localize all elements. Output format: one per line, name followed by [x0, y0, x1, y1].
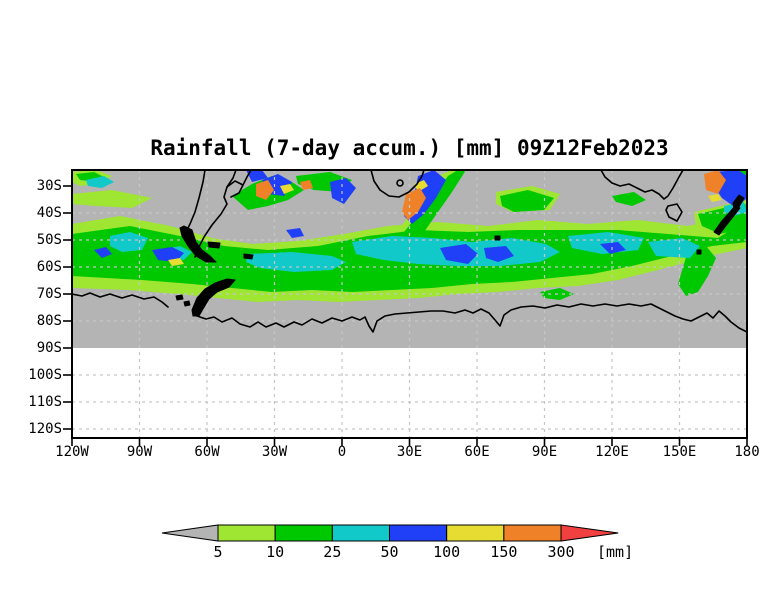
lon-label-60W: 60W: [194, 444, 220, 460]
rain-patch-yellow: [280, 184, 294, 194]
rain-patch-yellowgreen: [72, 190, 152, 208]
axis-ticks-layer: [63, 185, 748, 446]
landmass-south-georgia: [243, 253, 254, 260]
rain-patch-green: [612, 192, 646, 206]
coastline-south-africa-coast: [370, 170, 425, 198]
colorbar: [161, 524, 619, 542]
landmass-peninsula-island-2: [183, 300, 191, 307]
rain-patch-green: [678, 246, 716, 296]
plot-frame: [71, 169, 748, 439]
colorbar-left-arrow: [161, 524, 219, 542]
colorbar-segment-yellowgreen: [217, 524, 276, 542]
coastline-antarctica-coast-main: [196, 303, 747, 333]
colorbar-level-100: 100: [433, 543, 461, 561]
coastline-tasmania: [665, 203, 683, 222]
lat-label-110S: 110S: [28, 394, 62, 410]
colorbar-level-50: 50: [380, 543, 399, 561]
lon-label-60E: 60E: [464, 444, 490, 460]
colorbar-unit-label: [mm]: [597, 543, 634, 561]
rain-patch-cyan: [110, 232, 148, 252]
coastlines-layer: [72, 170, 747, 333]
chart-title: Rainfall (7-day accum.) [mm] 09Z12Feb202…: [150, 136, 669, 160]
colorbar-segment-cyan: [331, 524, 391, 542]
colorbar-right-arrow: [560, 524, 619, 542]
colorbar-level-5: 5: [213, 543, 223, 561]
coastline-australia-coast: [600, 170, 684, 200]
coastline-south-america-border-2: [242, 170, 252, 186]
lat-label-80S: 80S: [36, 313, 62, 329]
rain-patch-orange: [256, 180, 274, 200]
lon-label-0: 0: [337, 444, 347, 460]
rain-patch-cyan: [648, 238, 700, 258]
lon-label-30E: 30E: [396, 444, 423, 460]
lat-label-120S: 120S: [28, 421, 62, 437]
lon-label-90W: 90W: [126, 444, 153, 460]
rain-patch-blue: [330, 178, 356, 204]
lat-label-70S: 70S: [36, 286, 62, 302]
landmass-kerguelen: [494, 235, 501, 241]
lat-label-30S: 30S: [36, 178, 62, 194]
lat-label-100S: 100S: [28, 367, 62, 383]
lon-label-150E: 150E: [662, 444, 697, 460]
landmass-new-zealand-north-island: [732, 194, 745, 210]
colorbar-level-150: 150: [490, 543, 518, 561]
lat-label-90S: 90S: [36, 340, 62, 356]
rain-patch-blue: [152, 247, 184, 262]
colorbar-level-300: 300: [547, 543, 575, 561]
rain-patch-blue: [600, 242, 626, 254]
landmass-southern-chile-tierra-del-fuego: [179, 225, 217, 263]
lat-label-60S: 60S: [36, 259, 62, 275]
lat-label-50S: 50S: [36, 232, 62, 248]
colorbar-level-25: 25: [323, 543, 342, 561]
lon-label-120W: 120W: [55, 444, 89, 460]
lon-label-180: 180: [734, 444, 760, 460]
rain-patch-orange: [402, 188, 426, 220]
rain-patch-green: [404, 170, 466, 240]
rain-patch-blue: [440, 244, 478, 264]
colorbar-segment-green: [274, 524, 333, 542]
colorbar-level-10: 10: [266, 543, 285, 561]
lat-label-40S: 40S: [36, 205, 62, 221]
landmass-new-zealand-south-island: [713, 205, 741, 236]
rain-patch-blue: [94, 247, 112, 258]
coastline-south-america-east-coast: [194, 170, 237, 258]
rain-patch-yellow: [168, 258, 184, 266]
coastline-lesotho-border: [396, 179, 404, 187]
rain-patch-blue: [246, 170, 268, 182]
landmass-falkland-islands: [207, 241, 221, 249]
lon-label-30W: 30W: [261, 444, 288, 460]
rain-patch-green: [500, 190, 554, 212]
lon-label-90E: 90E: [531, 444, 558, 460]
rain-patch-blue: [286, 228, 304, 238]
coastline-antarctica-coast-west: [72, 292, 169, 308]
rain-patch-blue: [484, 246, 514, 262]
rain-patch-orange: [300, 180, 313, 190]
gridlines-layer: [72, 170, 747, 438]
rain-patch-orange: [704, 170, 726, 194]
rain-patch-cyan: [86, 176, 114, 188]
lon-label-120E: 120E: [595, 444, 629, 460]
landmass-macquarie: [696, 249, 702, 255]
colorbar-segment-yellow: [446, 524, 505, 542]
colorbar-segment-orange: [503, 524, 562, 542]
rain-patch-yellow: [708, 194, 722, 202]
colorbar-segment-blue: [389, 524, 448, 542]
landmass-peninsula-island-1: [175, 294, 184, 301]
coastline-south-america-west-coast: [184, 170, 206, 235]
rain-patch-cyan: [568, 232, 644, 254]
